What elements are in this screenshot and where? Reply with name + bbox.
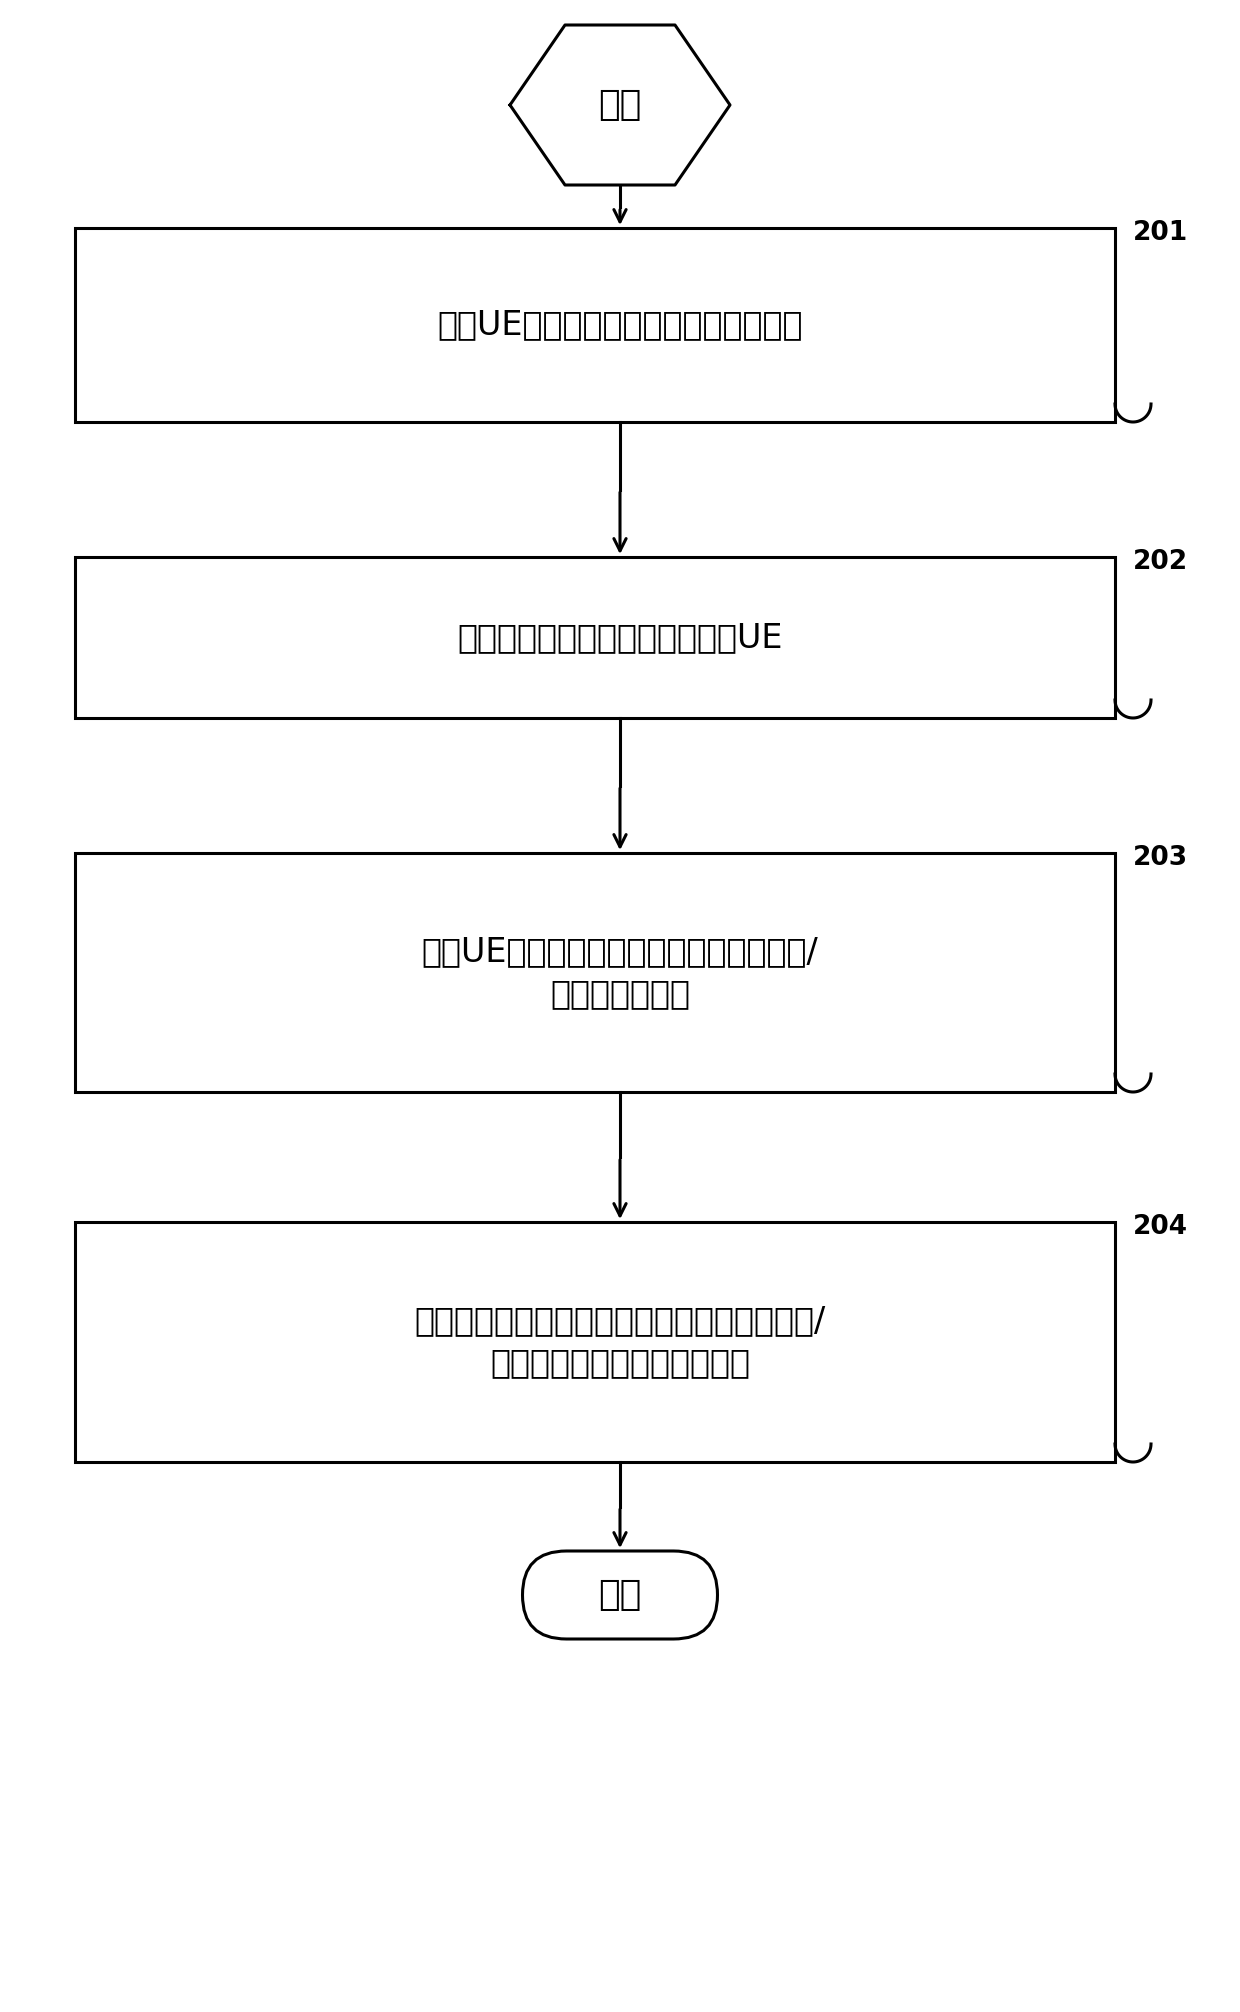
Text: 204: 204 <box>1133 1213 1188 1239</box>
Text: 结束: 结束 <box>599 1577 641 1612</box>
Bar <box>74 557 1115 718</box>
Text: 根据接收到的所述上行发送波束的功率余量和/: 根据接收到的所述上行发送波束的功率余量和/ <box>414 1304 826 1338</box>
Text: 201: 201 <box>1133 219 1188 245</box>
Text: 202: 202 <box>1133 549 1188 575</box>
Text: 203: 203 <box>1133 845 1188 871</box>
Text: 接收UE发送的上行发送波束的功率余量和/: 接收UE发送的上行发送波束的功率余量和/ <box>422 936 818 968</box>
Text: 开始: 开始 <box>599 89 641 123</box>
Text: 将所述功率控制参数发送给所述UE: 将所述功率控制参数发送给所述UE <box>458 622 782 654</box>
Text: 配置UE的上行发送波束的功率控制参数: 配置UE的上行发送波束的功率控制参数 <box>438 308 802 342</box>
Polygon shape <box>510 24 730 185</box>
Bar <box>74 853 1115 1093</box>
Text: 或最大发射功率进行功率控制: 或最大发射功率进行功率控制 <box>490 1346 750 1380</box>
FancyBboxPatch shape <box>522 1551 718 1640</box>
Bar <box>74 227 1115 423</box>
Bar <box>74 1221 1115 1463</box>
Text: 或最大发射功率: 或最大发射功率 <box>551 978 689 1010</box>
